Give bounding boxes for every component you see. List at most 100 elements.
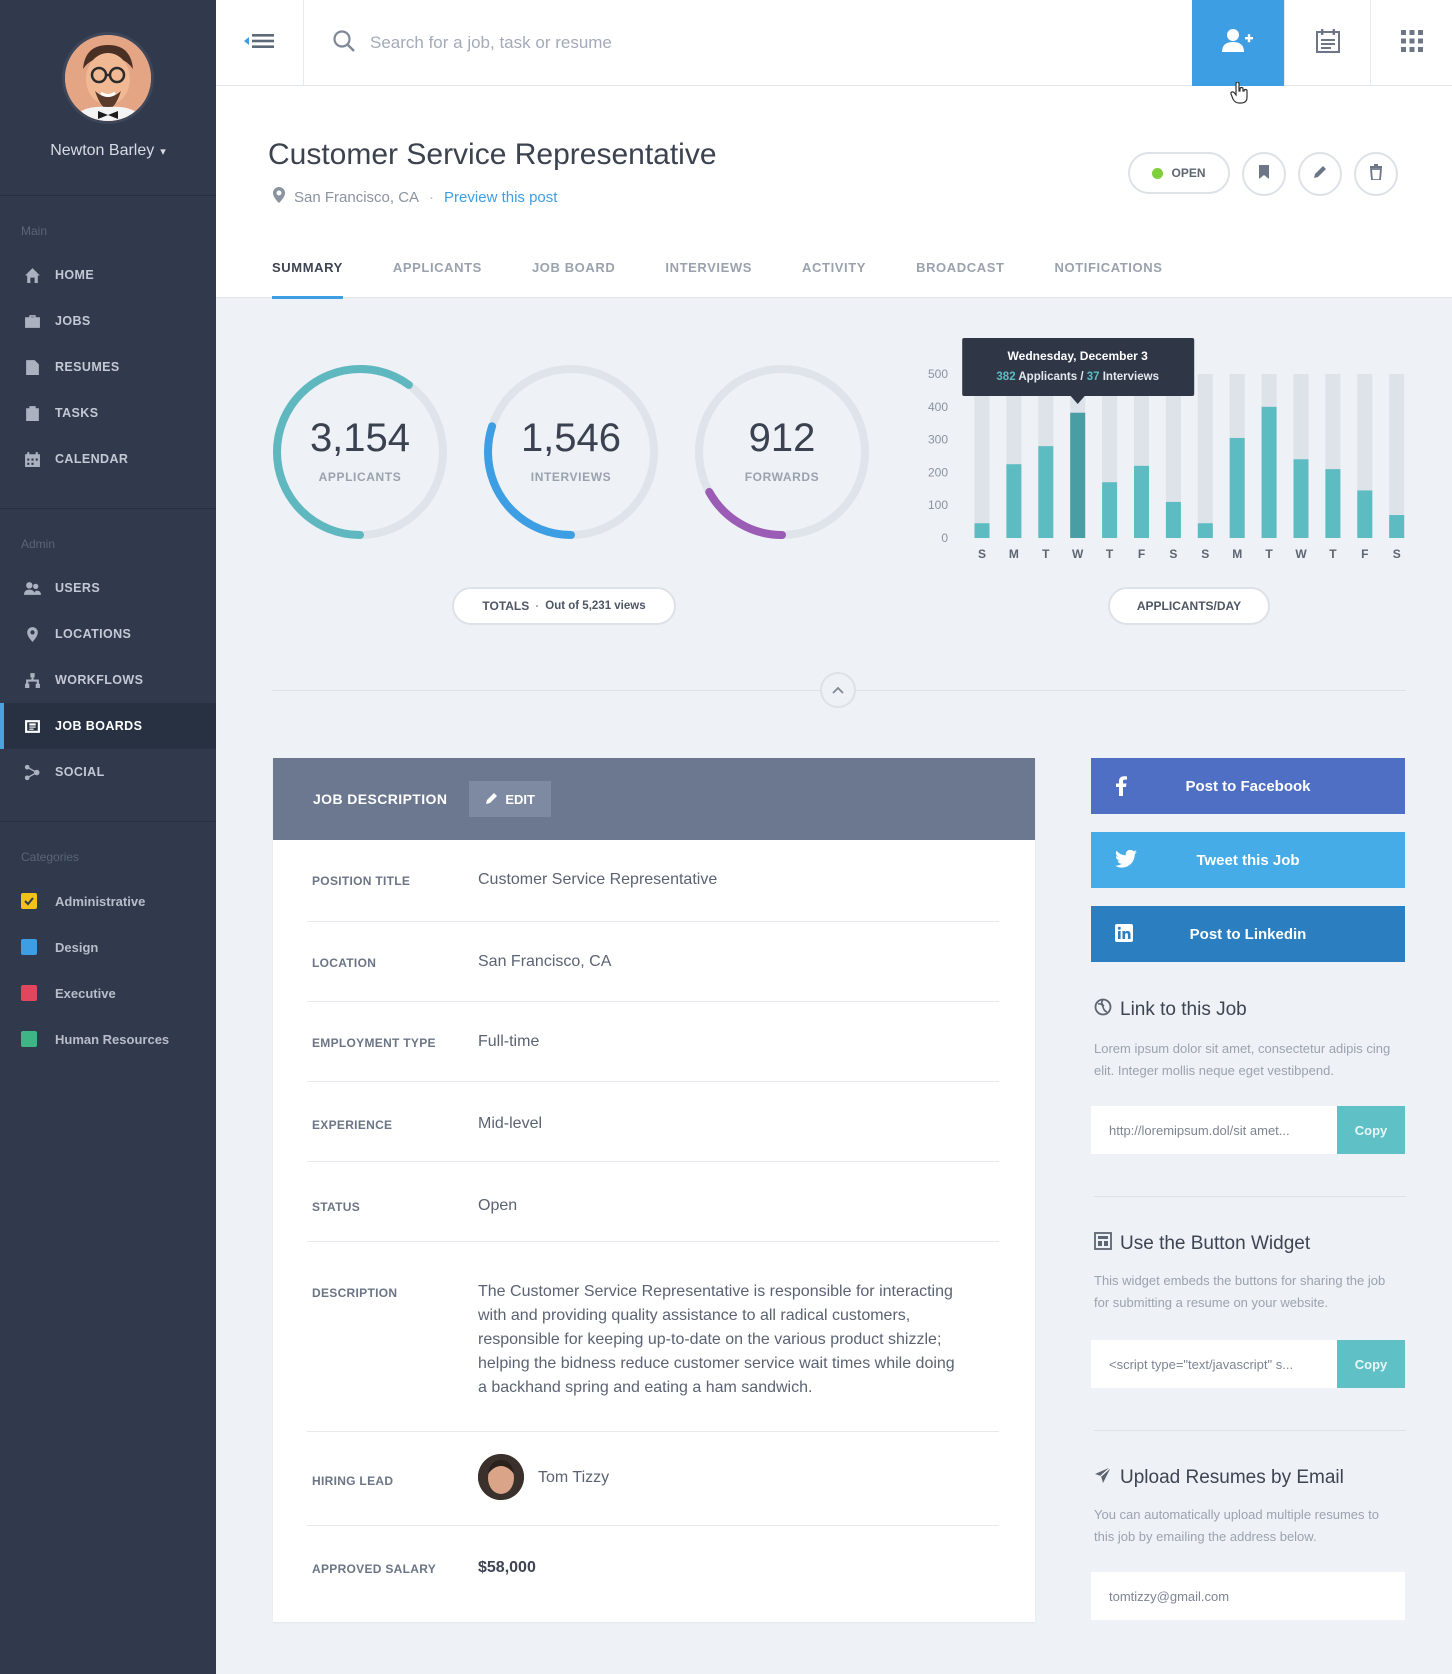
ring-graphic bbox=[695, 365, 869, 539]
x-tick-label: T bbox=[1265, 547, 1273, 561]
bar[interactable] bbox=[1134, 465, 1149, 538]
tab-applicants[interactable]: APPLICANTS bbox=[392, 260, 482, 275]
tab-activity[interactable]: ACTIVITY bbox=[802, 260, 867, 275]
sidebar-item-home[interactable]: HOME bbox=[0, 252, 216, 298]
section-title-categories: Categories bbox=[21, 850, 80, 864]
menu-toggle-button[interactable] bbox=[216, 0, 304, 86]
sidebar-item-workflows[interactable]: WORKFLOWS bbox=[0, 657, 216, 703]
ring-graphic bbox=[273, 365, 447, 539]
add-user-button[interactable] bbox=[1192, 0, 1284, 86]
checkbox-checked[interactable] bbox=[21, 893, 37, 909]
tab-notifications[interactable]: NOTIFICATIONS bbox=[1054, 260, 1163, 275]
bar[interactable] bbox=[1006, 464, 1022, 538]
sidebar-item-resumes[interactable]: RESUMES bbox=[0, 344, 216, 390]
post-to-linkedin-button[interactable]: Post to Linkedin bbox=[1091, 906, 1405, 962]
calendar-button[interactable] bbox=[1284, 0, 1370, 86]
sidebar-item-users[interactable]: USERS bbox=[0, 565, 216, 611]
x-tick-label: F bbox=[1361, 547, 1368, 561]
bookmark-button[interactable] bbox=[1242, 152, 1286, 196]
sidebar-item-social[interactable]: SOCIAL bbox=[0, 749, 216, 795]
hand-cursor-icon bbox=[1230, 81, 1250, 109]
widget-title-text: Use the Button Widget bbox=[1120, 1233, 1311, 1254]
bar[interactable] bbox=[1389, 515, 1405, 538]
user-avatar[interactable] bbox=[62, 32, 154, 124]
bar[interactable] bbox=[1229, 437, 1245, 538]
totals-label: TOTALS bbox=[482, 599, 530, 613]
grid-icon bbox=[1400, 29, 1423, 57]
widget-description: This widget embeds the buttons for shari… bbox=[1094, 1273, 1386, 1310]
sidebar-item-locations[interactable]: LOCATIONS bbox=[0, 611, 216, 657]
tab-interviews[interactable]: INTERVIEWS bbox=[665, 260, 753, 275]
sidebar-item-calendar[interactable]: CALENDAR bbox=[0, 436, 216, 482]
user-menu[interactable]: Newton Barley ▾ bbox=[0, 142, 216, 160]
bar-track[interactable] bbox=[974, 374, 990, 538]
search-icon bbox=[332, 29, 356, 58]
bar-track[interactable] bbox=[1389, 374, 1405, 538]
job-description-card: JOB DESCRIPTION EDIT POSITION TITLE Cust… bbox=[273, 758, 1035, 1622]
detail-row-description: DESCRIPTION The Customer Service Represe… bbox=[307, 1242, 999, 1432]
bar[interactable] bbox=[1357, 490, 1373, 538]
edit-description-button[interactable]: EDIT bbox=[469, 781, 551, 817]
bar[interactable] bbox=[1261, 406, 1277, 538]
bar-track[interactable] bbox=[1197, 374, 1213, 538]
x-tick-label: M bbox=[1009, 547, 1019, 561]
copy-link-button[interactable]: Copy bbox=[1337, 1106, 1405, 1154]
embed-code-value[interactable]: <script type="text/javascript" s... bbox=[1109, 1356, 1294, 1372]
edit-label: EDIT bbox=[505, 791, 535, 807]
category-executive[interactable]: Executive bbox=[0, 970, 216, 1016]
preview-post-link[interactable]: Preview this post bbox=[444, 188, 558, 206]
category-design[interactable]: Design bbox=[0, 924, 216, 970]
bar[interactable] bbox=[1293, 459, 1309, 538]
calendar-icon bbox=[21, 450, 43, 468]
color-swatch[interactable] bbox=[21, 1031, 37, 1047]
stat-label: APPLICANTS bbox=[318, 470, 402, 484]
sidebar-item-tasks[interactable]: TASKS bbox=[0, 390, 216, 436]
color-swatch[interactable] bbox=[21, 939, 37, 955]
x-tick-label: S bbox=[1169, 547, 1177, 561]
status-badge[interactable]: OPEN bbox=[1128, 152, 1230, 194]
bar[interactable] bbox=[1038, 446, 1054, 538]
bar[interactable] bbox=[1325, 469, 1341, 538]
post-to-facebook-button[interactable]: Post to Facebook bbox=[1091, 758, 1405, 814]
bar[interactable] bbox=[1070, 412, 1086, 538]
sidebar-item-job-boards[interactable]: JOB BOARDS bbox=[0, 703, 216, 749]
detail-value: San Francisco, CA bbox=[478, 953, 612, 970]
chart-type-pill[interactable]: APPLICANTS/DAY bbox=[1108, 587, 1270, 625]
job-subline: San Francisco, CA · Preview this post bbox=[272, 186, 557, 208]
bar[interactable] bbox=[1102, 482, 1118, 538]
totals-pill[interactable]: TOTALS · Out of 5,231 views bbox=[452, 587, 676, 625]
collapse-button[interactable] bbox=[820, 672, 856, 708]
color-swatch[interactable] bbox=[21, 985, 37, 1001]
x-tick-label: T bbox=[1106, 547, 1114, 561]
sidebar-item-label: JOB BOARDS bbox=[55, 719, 143, 733]
stat-ring-forwards: 912 FORWARDS bbox=[692, 362, 872, 542]
job-header: Customer Service Representative San Fran… bbox=[216, 86, 1452, 299]
upload-email-value[interactable]: tomtizzy@gmail.com bbox=[1109, 1588, 1230, 1604]
bar[interactable] bbox=[1197, 523, 1213, 538]
sidebar-item-label: LOCATIONS bbox=[55, 627, 132, 641]
bar[interactable] bbox=[974, 523, 990, 538]
x-tick-label: S bbox=[1393, 547, 1401, 561]
apps-grid-button[interactable] bbox=[1370, 0, 1452, 86]
bar-track[interactable] bbox=[1165, 374, 1181, 538]
home-icon bbox=[21, 266, 43, 284]
social-icon bbox=[21, 763, 43, 781]
job-link-value[interactable]: http://loremipsum.dol/sit amet... bbox=[1109, 1122, 1290, 1138]
tab-job-board[interactable]: JOB BOARD bbox=[531, 260, 616, 275]
copy-embed-button[interactable]: Copy bbox=[1337, 1340, 1405, 1388]
tab-summary[interactable]: SUMMARY bbox=[272, 256, 343, 299]
hiring-lead-avatar[interactable] bbox=[478, 1454, 524, 1500]
category-human-resources[interactable]: Human Resources bbox=[0, 1016, 216, 1062]
category-administrative[interactable]: Administrative bbox=[0, 878, 216, 924]
x-tick-label: T bbox=[1042, 547, 1050, 561]
separator-dot: · bbox=[429, 188, 435, 206]
tweet-job-button[interactable]: Tweet this Job bbox=[1091, 832, 1405, 888]
bar[interactable] bbox=[1165, 501, 1181, 538]
page-title: Customer Service Representative bbox=[268, 138, 717, 171]
search-input[interactable] bbox=[370, 33, 970, 53]
edit-job-button[interactable] bbox=[1298, 152, 1342, 196]
sidebar-item-jobs[interactable]: JOBS bbox=[0, 298, 216, 344]
tab-broadcast[interactable]: BROADCAST bbox=[916, 260, 1005, 275]
facebook-icon bbox=[1115, 776, 1127, 800]
delete-job-button[interactable] bbox=[1354, 152, 1398, 196]
